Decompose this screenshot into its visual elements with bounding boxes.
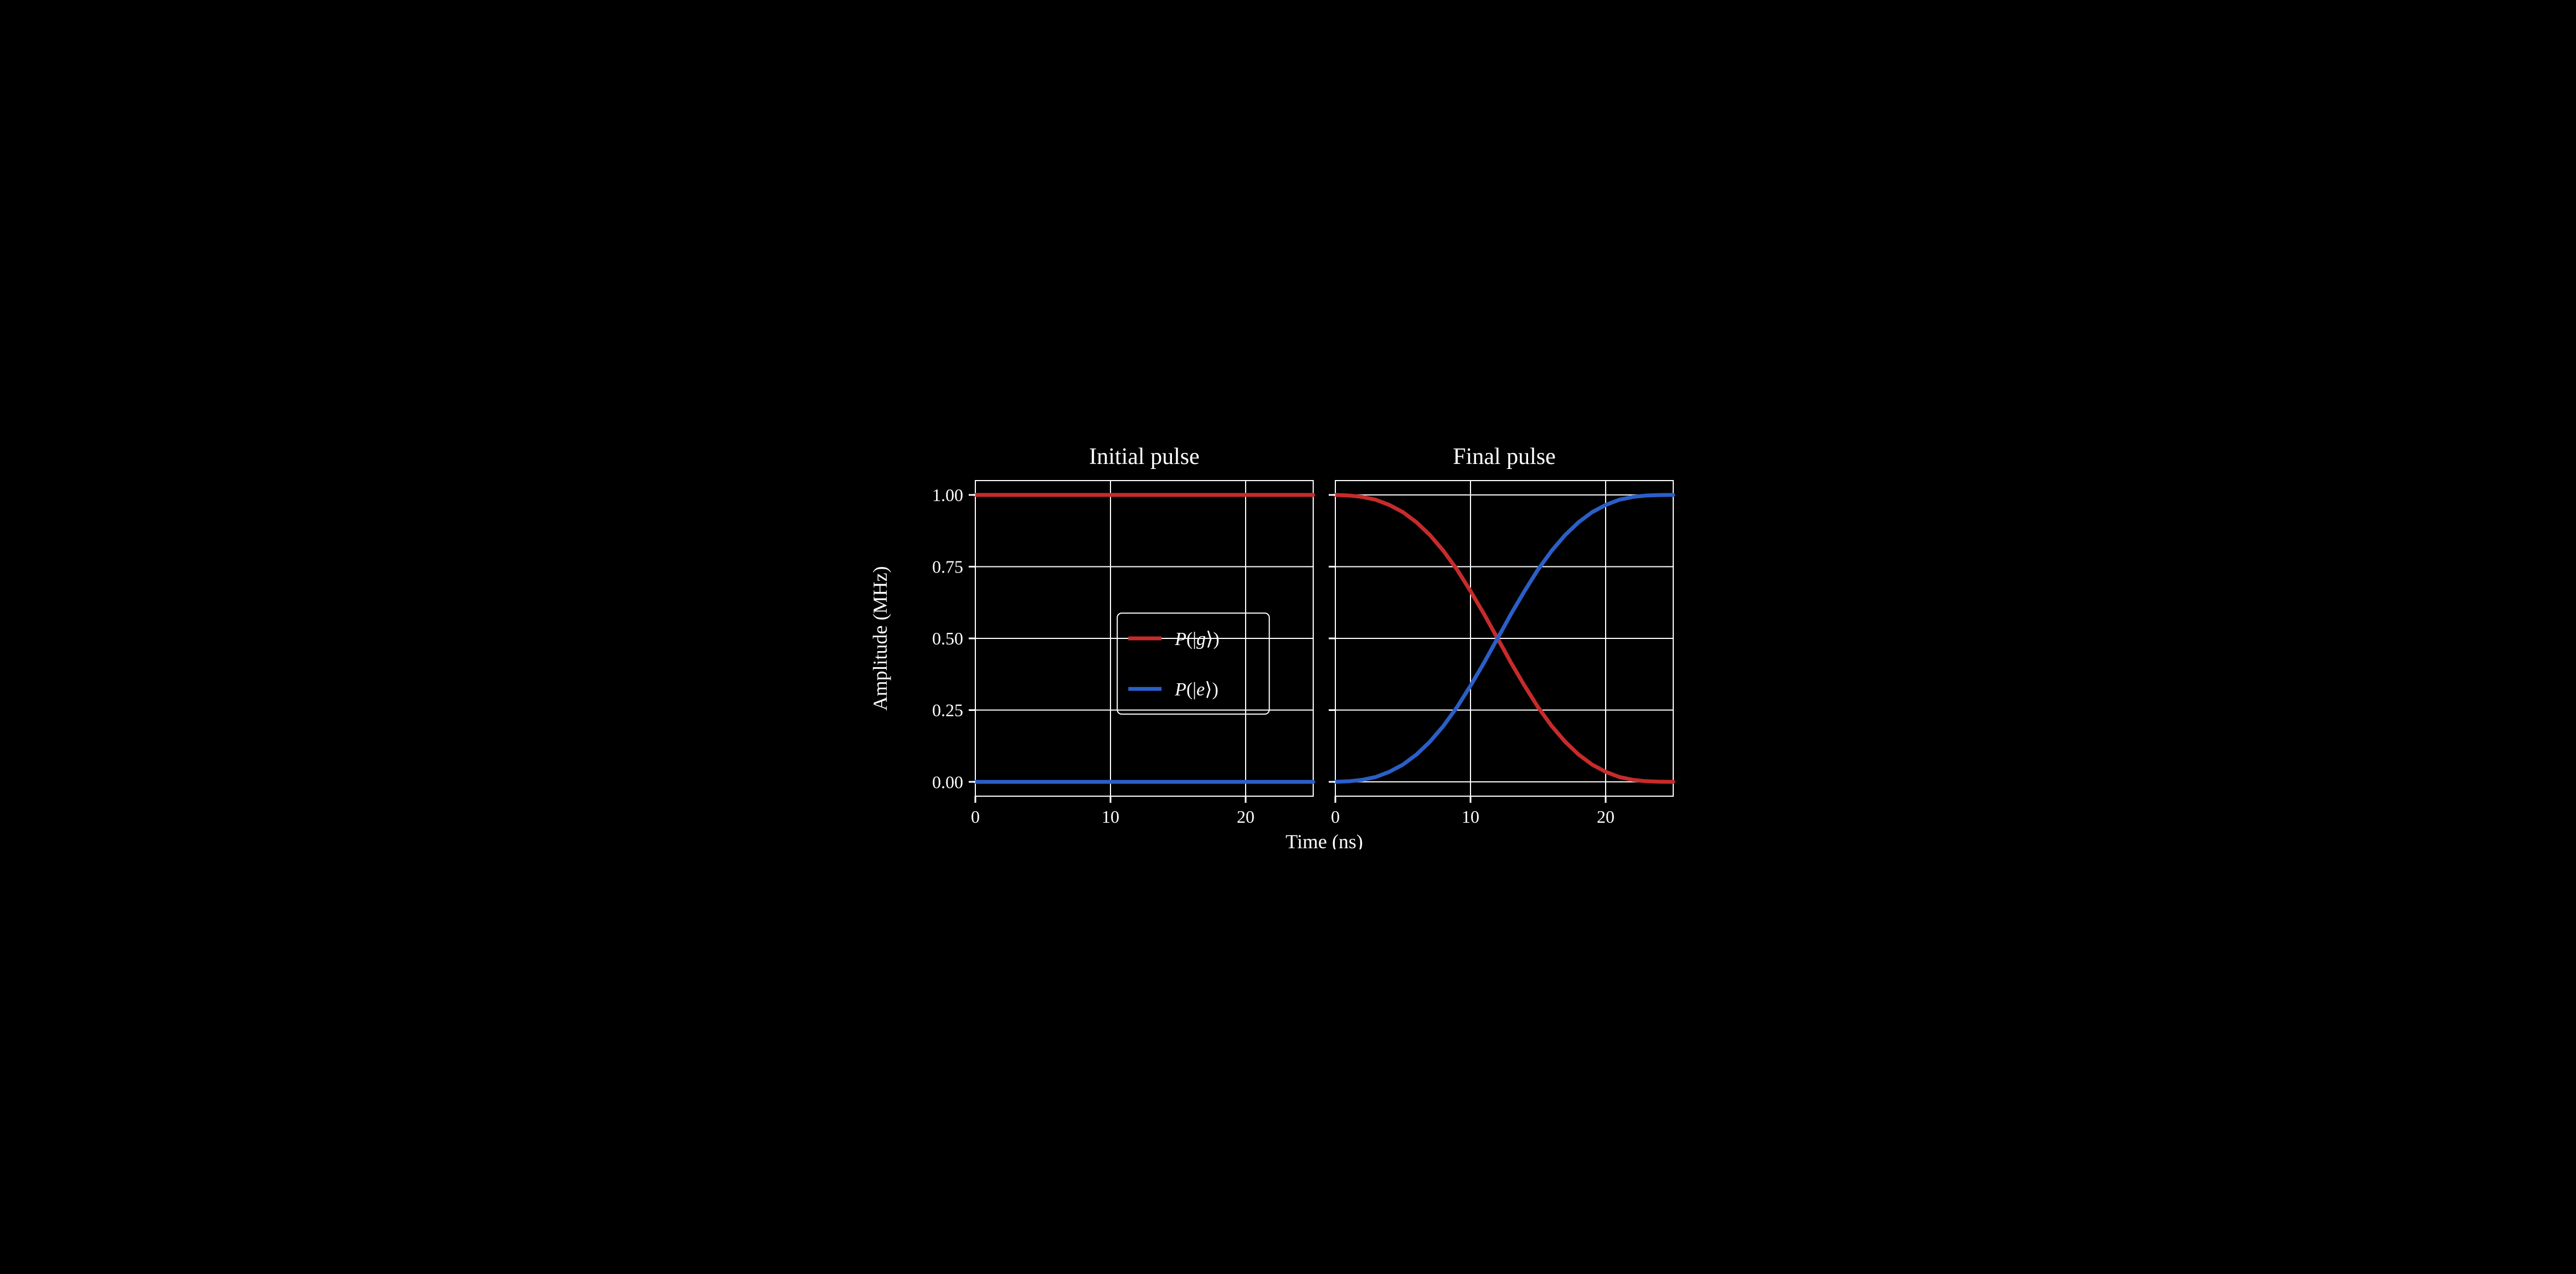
figure: 0 10 20 0.00 0.25 0.50 0.75 1.00 Initial pulse 0 1…	[859, 425, 1718, 849]
legend-label: P(|e⟩)	[1174, 679, 1218, 700]
panel1-panel: 0 10 20 0.00 0.25 0.50 0.75 1.00 Initial pulse	[932, 444, 1313, 827]
legend: P(|g⟩) P(|e⟩)	[1117, 613, 1269, 714]
panel1-title: Initial pulse	[1089, 444, 1199, 470]
xtick-label: 10	[1102, 807, 1119, 827]
panel2-panel: 0 10 20 Final pulse	[1329, 444, 1673, 827]
panel2-title: Final pulse	[1453, 444, 1556, 470]
xtick-label: 20	[1237, 807, 1254, 827]
ytick-label: 0.25	[932, 700, 963, 720]
chart-svg: 0 10 20 0.00 0.25 0.50 0.75 1.00 Initial pulse 0 1…	[859, 425, 1718, 849]
xlabel: Time (ns)	[1286, 831, 1363, 849]
ytick-label: 0.00	[932, 772, 963, 792]
ytick-label: 1.00	[932, 485, 963, 505]
ytick-label: 0.50	[932, 628, 963, 648]
ytick-label: 0.75	[932, 556, 963, 576]
xtick-label: 0	[971, 807, 980, 827]
legend-label: P(|g⟩)	[1174, 628, 1220, 649]
xtick-label: 20	[1597, 807, 1615, 827]
xtick-label: 10	[1462, 807, 1479, 827]
ylabel: Amplitude (MHz)	[869, 566, 891, 710]
xtick-label: 0	[1331, 807, 1340, 827]
